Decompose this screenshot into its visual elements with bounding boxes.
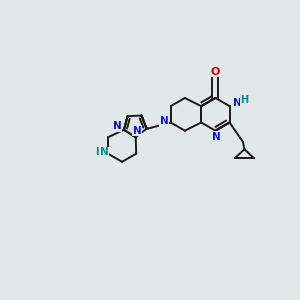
Text: N: N <box>212 132 220 142</box>
Text: N: N <box>133 126 142 136</box>
Text: N: N <box>100 147 109 157</box>
Text: N: N <box>160 116 169 126</box>
Text: N: N <box>233 98 242 108</box>
Text: N: N <box>113 121 122 131</box>
Text: H: H <box>95 147 103 157</box>
Text: H: H <box>240 95 248 105</box>
Text: O: O <box>211 67 220 77</box>
